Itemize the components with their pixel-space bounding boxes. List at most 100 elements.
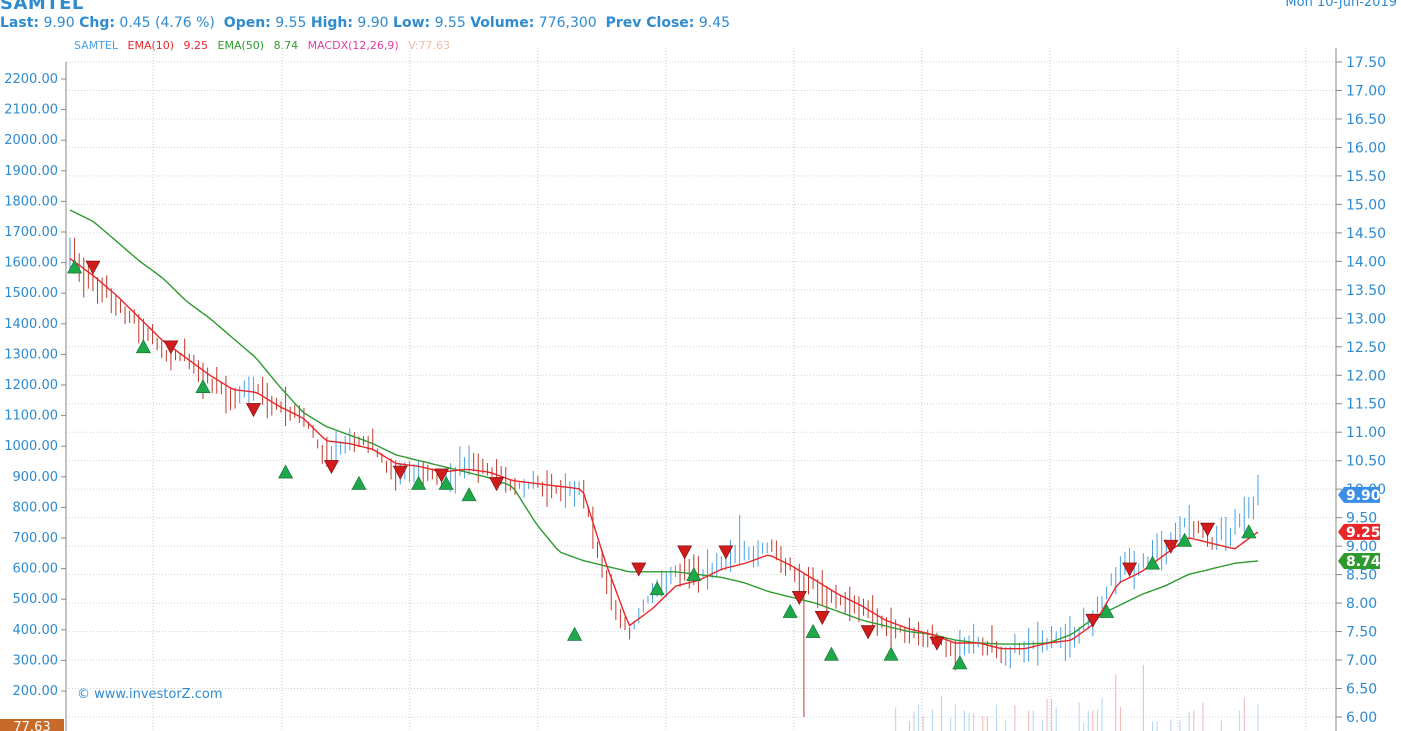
sell-signal-marker xyxy=(1085,613,1101,628)
ticker-symbol: SAMTEL xyxy=(0,0,84,14)
sell-signal-marker xyxy=(718,545,734,560)
left-tick-label: 900.00 xyxy=(13,470,59,485)
right-tick-label: 13.50 xyxy=(1346,283,1386,299)
right-tick-label: 7.50 xyxy=(1346,625,1377,641)
price-label-tag xyxy=(1338,486,1380,503)
chg-value: 0.45 (4.76 %) xyxy=(119,15,215,31)
right-tick-label: 17.50 xyxy=(1346,55,1386,71)
right-tick-label: 17.00 xyxy=(1346,83,1386,99)
buy-signal-marker xyxy=(195,379,211,393)
buy-signal-marker xyxy=(461,487,477,502)
sell-signal-marker xyxy=(814,611,830,625)
right-tick-label: 9.00 xyxy=(1346,539,1377,555)
right-tick-label: 15.50 xyxy=(1346,169,1386,185)
low-value: 9.55 xyxy=(434,15,466,31)
sell-signal-marker xyxy=(85,260,101,275)
sell-signal-marker xyxy=(631,562,647,577)
right-tick-label: 14.50 xyxy=(1346,226,1386,242)
sell-signal-marker xyxy=(677,545,693,560)
buy-signal-marker xyxy=(1177,532,1193,547)
buy-signal-marker xyxy=(686,566,702,581)
left-tick-label: 800.00 xyxy=(13,500,59,515)
high-value: 9.90 xyxy=(357,15,389,31)
left-tick-label: 1900.00 xyxy=(4,164,58,179)
left-tick-label: 500.00 xyxy=(13,592,59,607)
legend-symbol[interactable]: SAMTEL xyxy=(74,39,118,52)
buy-signal-marker xyxy=(411,475,427,490)
left-tick-label: 2200.00 xyxy=(4,72,58,87)
ema50-line xyxy=(69,209,1259,645)
volume-label: Volume: xyxy=(470,15,535,31)
right-tick-label: 8.00 xyxy=(1346,596,1377,612)
left-tick-label: 1800.00 xyxy=(4,194,58,209)
price-label-tag xyxy=(1338,552,1380,569)
right-tick-label: 10.50 xyxy=(1346,454,1386,470)
legend-macd-label[interactable]: MACDX(12,26,9) xyxy=(307,39,399,52)
sell-signal-marker xyxy=(1163,539,1179,554)
legend-ema10-label[interactable]: EMA(10) xyxy=(127,39,175,52)
low-label: Low: xyxy=(393,15,431,31)
prev-close-value: 9.45 xyxy=(698,15,731,31)
buy-signal-marker xyxy=(649,581,665,596)
left-tick-label: 200.00 xyxy=(13,684,59,699)
buy-signal-marker xyxy=(883,646,899,661)
right-tick-label: 6.00 xyxy=(1346,710,1377,726)
legend-ema50-value: 8.74 xyxy=(273,39,299,52)
right-tick-label: 14.00 xyxy=(1346,254,1386,270)
volume-badge-text: 77.63 xyxy=(13,720,50,731)
legend-volume-label[interactable]: V:77.63 xyxy=(408,39,450,52)
right-tick-label: 15.00 xyxy=(1346,197,1386,213)
left-tick-label: 300.00 xyxy=(13,653,59,668)
open-value: 9.55 xyxy=(275,15,307,31)
right-tick-label: 16.50 xyxy=(1346,112,1386,128)
left-tick-label: 1500.00 xyxy=(4,286,58,301)
left-tick-label: 1100.00 xyxy=(4,409,58,424)
sell-signal-marker xyxy=(929,636,945,651)
buy-signal-marker xyxy=(1144,555,1161,570)
buy-signal-marker xyxy=(1099,603,1115,618)
left-tick-label: 1300.00 xyxy=(4,347,58,362)
legend-ema10-value: 9.25 xyxy=(183,39,209,52)
buy-signal-marker xyxy=(567,626,583,641)
buy-signal-marker xyxy=(952,655,968,670)
legend-ema50-label[interactable]: EMA(50) xyxy=(217,39,265,52)
prev-close-label: Prev Close: xyxy=(605,15,695,31)
buy-signal-marker xyxy=(278,464,294,479)
sell-signal-marker xyxy=(489,477,505,492)
watermark: © www.investorZ.com xyxy=(77,687,223,702)
sell-signal-marker xyxy=(434,468,450,483)
right-tick-label: 7.00 xyxy=(1346,653,1377,669)
last-value: 9.90 xyxy=(43,15,75,31)
right-tick-label: 11.50 xyxy=(1346,397,1386,413)
price-label-text: 9.90 xyxy=(1346,488,1381,504)
left-tick-label: 400.00 xyxy=(13,623,59,638)
price-label-tag xyxy=(1338,523,1380,540)
high-label: High: xyxy=(310,15,353,31)
left-tick-label: 2000.00 xyxy=(4,133,58,148)
buy-signal-marker xyxy=(823,646,839,661)
left-tick-label: 600.00 xyxy=(13,562,59,577)
sell-signal-marker xyxy=(791,591,807,606)
price-label-text: 9.25 xyxy=(1346,525,1381,541)
buy-signal-marker xyxy=(438,475,454,490)
buy-signal-marker xyxy=(135,339,151,354)
right-tick-label: 12.00 xyxy=(1346,368,1386,384)
right-tick-label: 11.00 xyxy=(1346,425,1386,441)
chg-label: Chg: xyxy=(79,15,115,31)
left-tick-label: 1000.00 xyxy=(4,439,58,454)
quote-bar: Last: 9.90 Chg: 0.45 (4.76 %) Open: 9.55… xyxy=(0,15,730,31)
open-label: Open: xyxy=(223,15,271,31)
right-tick-label: 13.00 xyxy=(1346,311,1386,327)
buy-signal-marker xyxy=(351,475,367,490)
volume-value: 776,300 xyxy=(538,15,597,31)
right-tick-label: 8.50 xyxy=(1346,568,1377,584)
left-tick-label: 700.00 xyxy=(13,531,59,546)
left-tick-label: 1200.00 xyxy=(4,378,58,393)
right-tick-label: 6.50 xyxy=(1346,682,1377,698)
left-tick-label: 2100.00 xyxy=(4,103,58,118)
indicator-legend: SAMTEL EMA(10) 9.25 EMA(50) 8.74 MACDX(1… xyxy=(74,39,456,52)
buy-signal-marker xyxy=(782,603,798,618)
buy-signal-marker xyxy=(67,259,83,274)
right-tick-label: 12.50 xyxy=(1346,340,1386,356)
